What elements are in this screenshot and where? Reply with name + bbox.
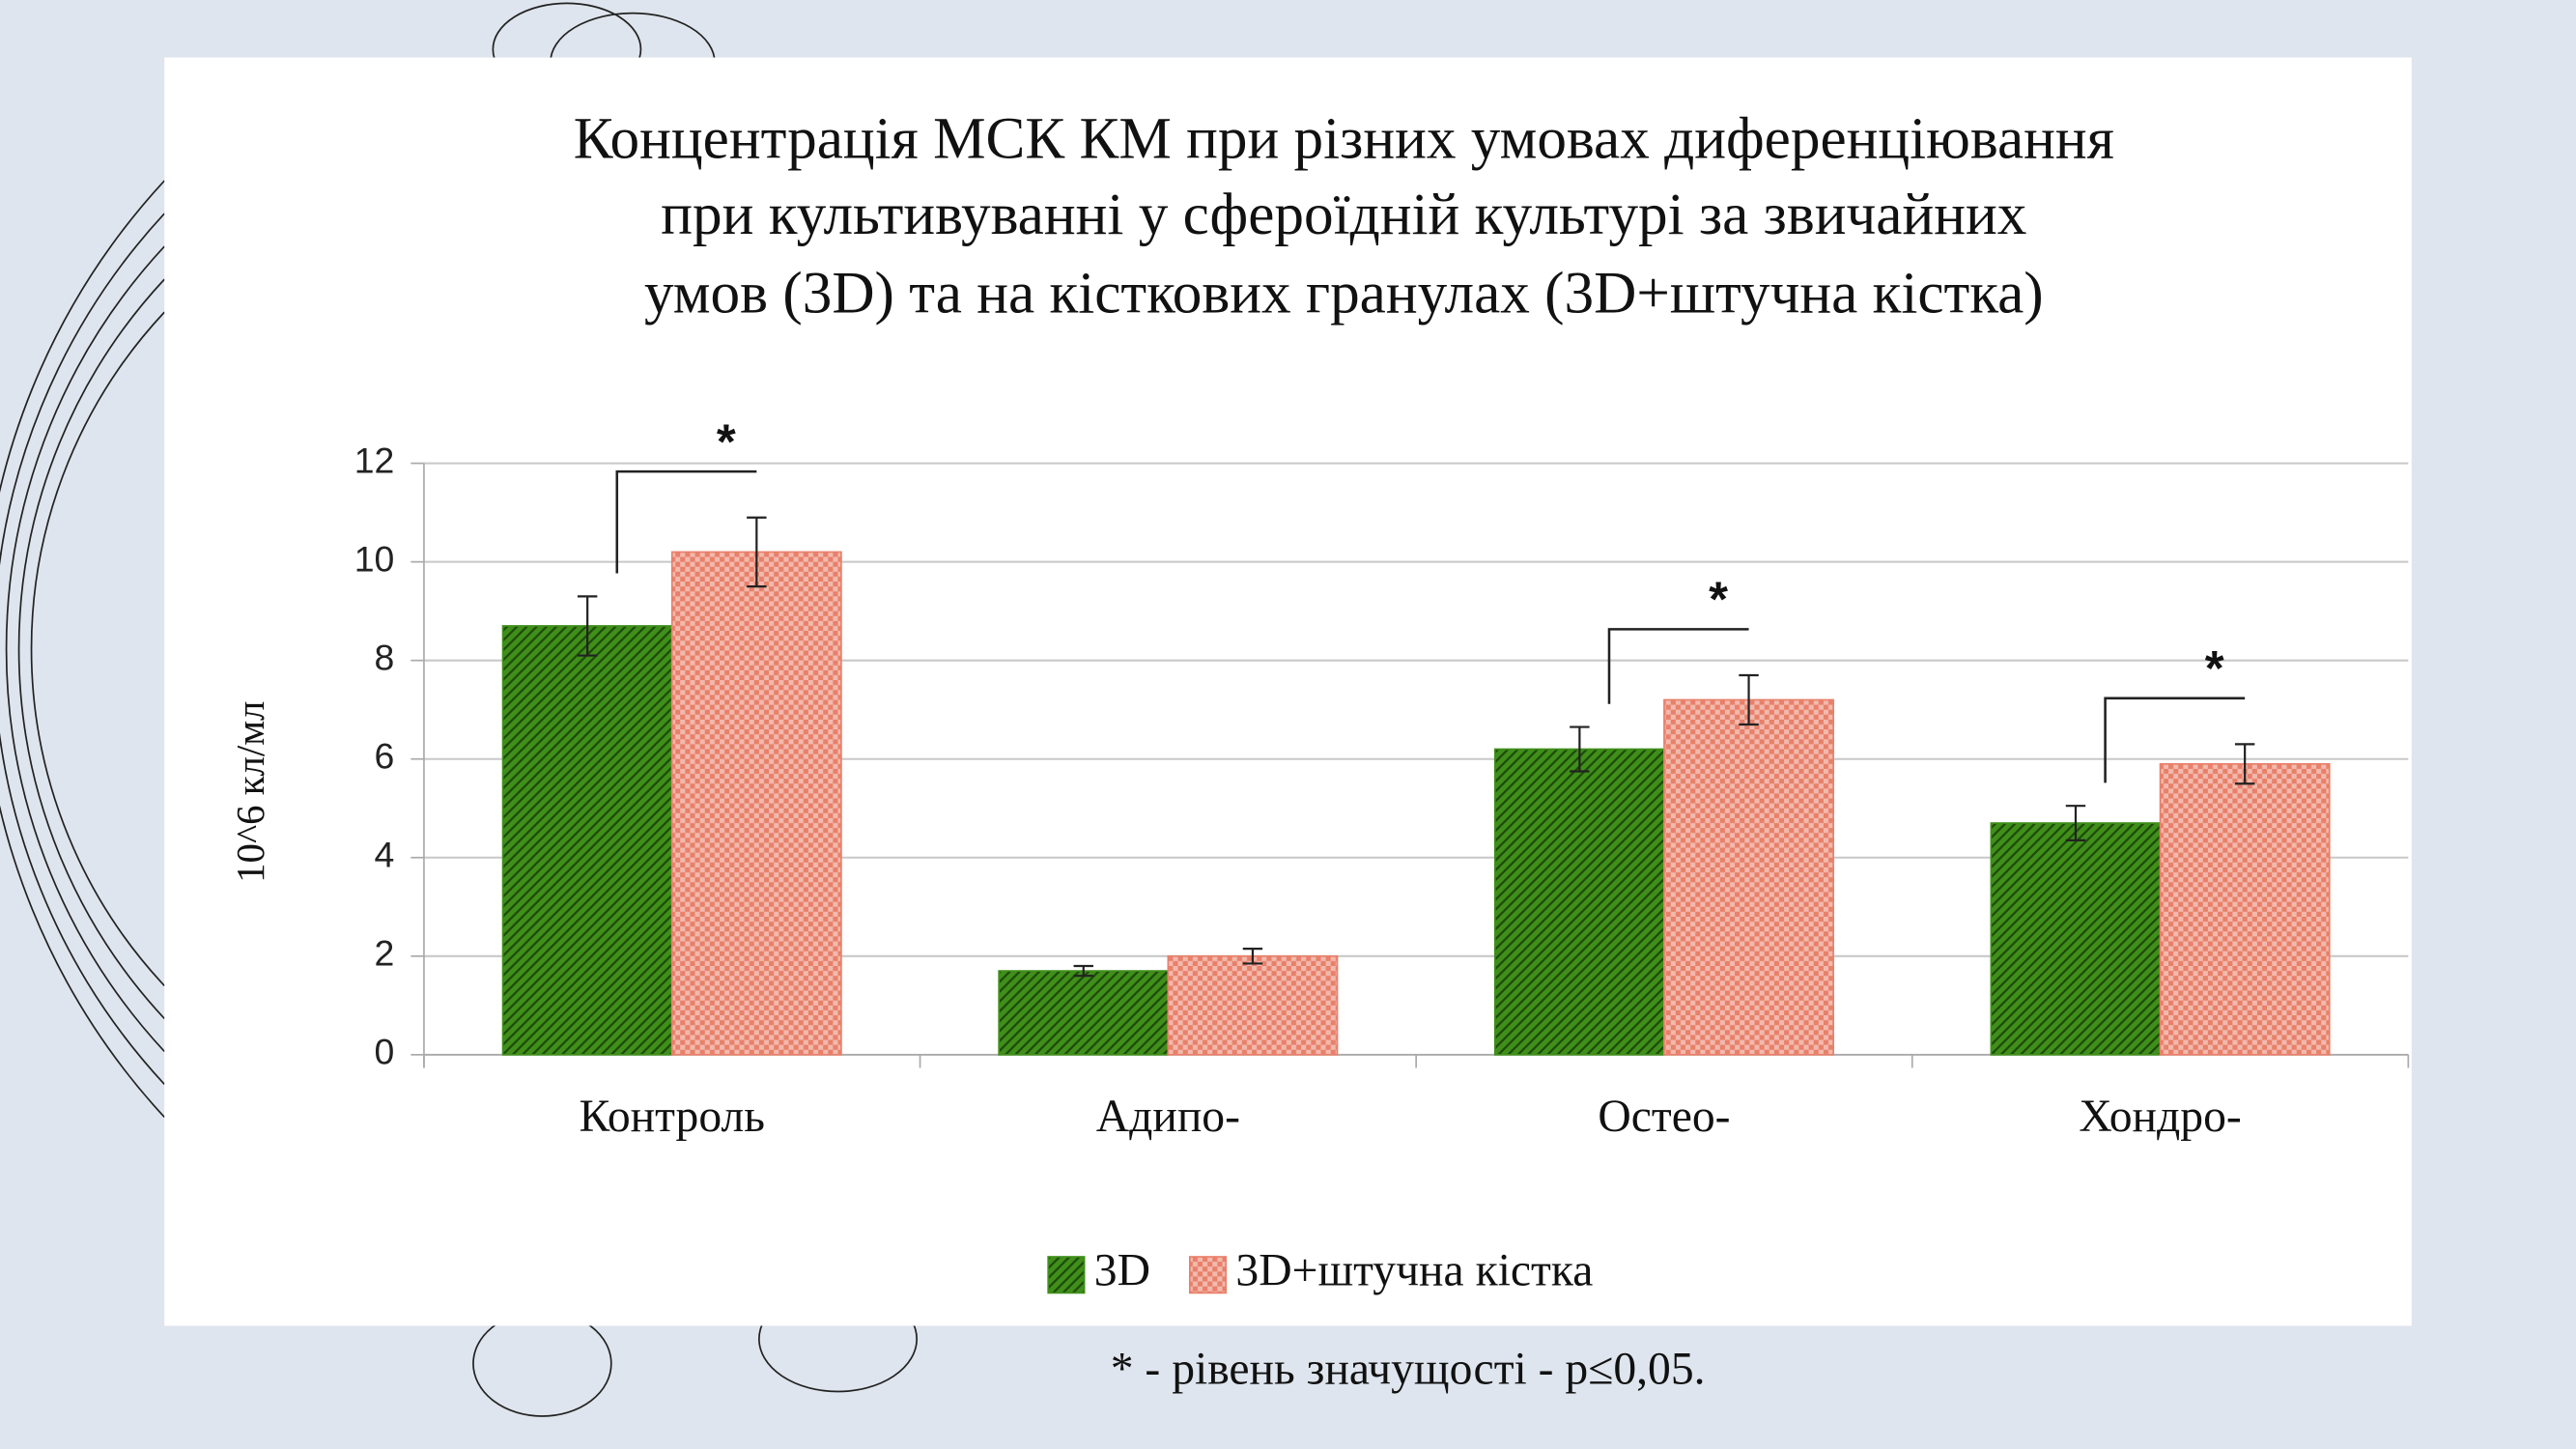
chart-title: Концентрація МСК КМ при різних умовах ди… [574,106,2114,172]
bar [1990,822,2162,1056]
error-bar [747,516,767,588]
x-tick-label: Контроль [579,1092,765,1142]
y-tick-label: 12 [354,440,395,480]
significance-bracket [615,469,757,574]
panel [164,57,2412,1326]
y-tick-label: 2 [375,933,395,974]
bar [998,970,1170,1056]
bar [501,625,673,1056]
bar [670,551,842,1056]
bar [1493,748,1665,1056]
x-tick-label: Хондро- [2079,1092,2241,1142]
significance-label: * [2205,640,2224,696]
significance-bracket [2104,696,2246,783]
y-tick-label: 10 [354,539,395,580]
y-tick-label: 6 [375,736,395,777]
y-axis-label: 10^6 кл/мл [229,701,272,883]
bar [1663,698,1834,1056]
y-tick-label: 4 [375,835,395,875]
chart-title: умов (3D) та на кісткових гранулах (3D+ш… [644,261,2044,327]
bar [1167,954,1339,1056]
bar [2159,762,2331,1056]
error-bar [1570,725,1590,773]
x-tick-label: Адипо- [1096,1092,1240,1142]
significance-label: * [1709,572,1728,627]
y-tick-label: 8 [375,638,395,678]
chart-title: при культивуванні у сфероїдній культурі … [661,182,2026,247]
legend-label: 3D+штучна кістка [1235,1246,1593,1296]
legend-swatch [1188,1256,1228,1294]
significance-bracket [1607,628,1749,704]
error-bar [1739,673,1759,726]
legend-swatch [1047,1256,1086,1294]
x-tick-label: Остео- [1598,1092,1730,1142]
significance-label: * [717,413,736,469]
error-bar [1073,964,1093,978]
footnote: * - рівень значущості - p≤0,05. [1111,1345,1706,1395]
error-bar [2234,743,2255,785]
decor [0,2,918,1417]
legend-label: 3D [1094,1246,1150,1296]
error-bar [577,595,598,657]
y-tick-label: 0 [375,1032,395,1072]
error-bar [2065,805,2086,842]
error-bar [1242,948,1263,965]
